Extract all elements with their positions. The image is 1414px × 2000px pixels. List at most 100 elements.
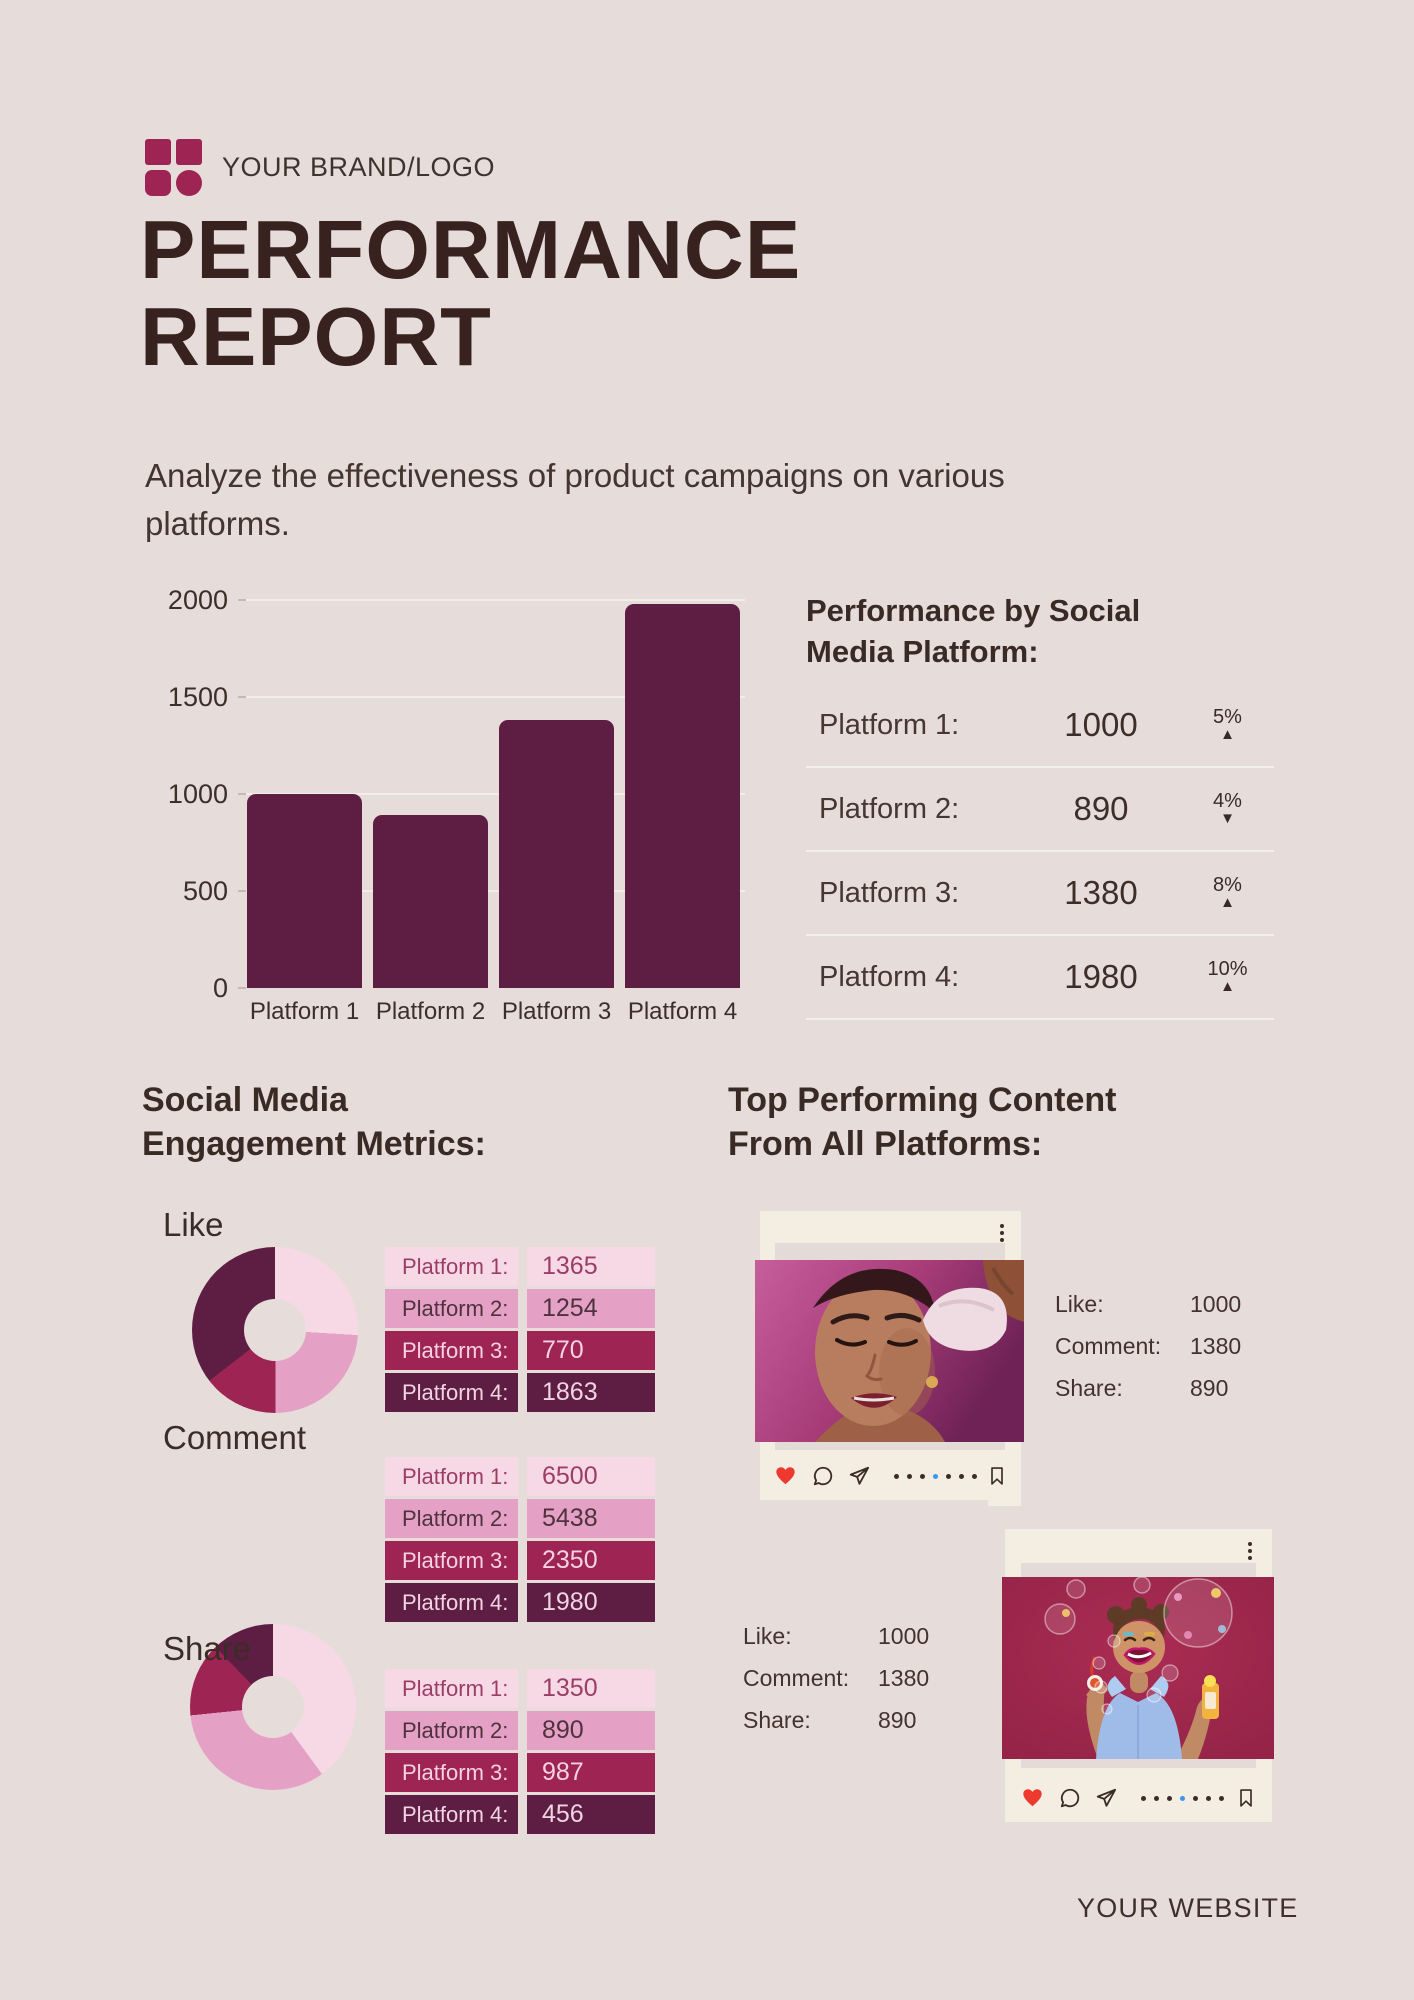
table-row: Platform 3: 1380 8% ▲ [806, 852, 1274, 937]
gridline-2000 [245, 599, 745, 601]
share-table: Platform 1: 1350 Platform 2: 890 Platfor… [385, 1669, 655, 1837]
stat-row: Share: 890 [743, 1708, 929, 1732]
stat-value: 1000 [1190, 1291, 1242, 1317]
table-row: Platform 1: 1350 [385, 1669, 655, 1708]
like-heart-icon[interactable] [1021, 1787, 1044, 1809]
y-axis-label: 2000 [167, 585, 228, 615]
bookmark-icon[interactable] [987, 1465, 1007, 1487]
row-label: Platform 3: [385, 1331, 518, 1370]
trend-up-icon: ▲ [1220, 726, 1235, 744]
post-1-stats: Like: 1000 Comment: 1380 Share: 890 [1055, 1292, 1241, 1418]
stat-value: 1000 [878, 1623, 930, 1649]
page-title: PERFORMANCE REPORT [140, 206, 801, 380]
website-footer: YOUR WEBSITE [1077, 1893, 1299, 1923]
row-label: Platform 2: [385, 1289, 518, 1328]
page-title-line1: PERFORMANCE [140, 203, 802, 296]
stat-row: Share: 890 [1055, 1376, 1241, 1400]
table-row: Platform 4: 1863 [385, 1373, 655, 1412]
metric-label-comment: Comment [163, 1419, 307, 1456]
x-axis-label: Platform 4 [627, 998, 738, 1025]
y-tick [238, 696, 246, 698]
stat-row: Like: 1000 [743, 1624, 929, 1648]
donut-hole [244, 1299, 306, 1361]
row-trend: 10% ▲ [1181, 959, 1274, 995]
row-label: Platform 3: [385, 1541, 518, 1580]
table-row: Platform 4: 456 [385, 1795, 655, 1834]
table-row: Platform 2: 890 4% ▼ [806, 768, 1274, 853]
kebab-menu-icon[interactable] [1000, 1224, 1004, 1242]
stat-row: Like: 1000 [1055, 1292, 1241, 1316]
trend-percent: 10% [1207, 958, 1248, 981]
kebab-menu-icon[interactable] [1248, 1542, 1252, 1560]
row-value: 890 [527, 1711, 655, 1750]
table-row: Platform 2: 5438 [385, 1499, 655, 1538]
page-title-line2: REPORT [140, 290, 492, 384]
trend-percent: 5% [1213, 706, 1242, 729]
stat-label: Like: [743, 1623, 792, 1649]
row-label: Platform 4: [819, 960, 960, 993]
bar-platform-1 [247, 794, 362, 988]
performance-table-heading-line2: Media Platform: [806, 634, 1039, 670]
engagement-heading: Social Media Engagement Metrics: [142, 1078, 582, 1166]
table-row: Platform 3: 987 [385, 1753, 655, 1792]
row-value: 1254 [527, 1289, 655, 1328]
x-axis-label: Platform 1 [249, 998, 360, 1025]
row-label: Platform 2: [819, 792, 960, 825]
stat-value: 1380 [878, 1665, 930, 1691]
row-label: Platform 2: [385, 1499, 518, 1538]
table-row: Platform 3: 2350 [385, 1541, 655, 1580]
bar-chart: 2000 1500 1000 500 0 Platform 1 Platform… [150, 578, 770, 1048]
post-photo-bubbles [1002, 1577, 1274, 1759]
top-content-heading: Top Performing Content From All Platform… [728, 1078, 1248, 1166]
brand-logo-icon [145, 139, 202, 196]
y-tick [238, 599, 246, 601]
bookmark-icon[interactable] [1236, 1787, 1256, 1809]
x-axis-label: Platform 3 [501, 998, 612, 1025]
row-label: Platform 1: [385, 1457, 518, 1496]
post-card-2 [1002, 1529, 1274, 1822]
gridline-1000 [245, 793, 745, 795]
logo-circle [176, 170, 202, 196]
post-actions-bar [774, 1461, 1007, 1491]
row-value: 1365 [527, 1247, 655, 1286]
row-value: 890 [1073, 790, 1129, 828]
comment-icon[interactable] [1059, 1787, 1081, 1809]
performance-table-heading: Performance by Social Media Platform: [806, 590, 1151, 672]
carousel-dots[interactable] [1141, 1795, 1224, 1801]
brand-name: YOUR BRAND/LOGO [222, 152, 496, 182]
row-label: Platform 4: [385, 1373, 518, 1412]
row-value: 770 [527, 1331, 655, 1370]
row-label: Platform 3: [819, 876, 960, 909]
row-label: Platform 3: [385, 1753, 518, 1792]
carousel-dots[interactable] [894, 1473, 977, 1479]
trend-percent: 4% [1213, 790, 1242, 813]
table-row: Platform 2: 1254 [385, 1289, 655, 1328]
trend-percent: 8% [1213, 874, 1242, 897]
x-axis-label: Platform 2 [375, 998, 486, 1025]
row-label: Platform 4: [385, 1795, 518, 1834]
row-value: 1863 [527, 1373, 655, 1412]
y-tick [238, 987, 246, 989]
share-plane-icon[interactable] [1095, 1787, 1117, 1809]
table-row: Platform 1: 1000 5% ▲ [806, 684, 1274, 769]
like-heart-icon[interactable] [774, 1465, 797, 1487]
row-value: 1000 [1064, 706, 1138, 744]
row-label: Platform 2: [385, 1711, 518, 1750]
page-subtitle-line1: Analyze the effectiveness of product cam… [145, 457, 1005, 494]
row-value: 456 [527, 1795, 655, 1834]
stat-label: Comment: [743, 1665, 850, 1691]
card-frame-corner [988, 1486, 1021, 1506]
row-trend: 8% ▲ [1181, 875, 1274, 911]
top-content-heading-line1: Top Performing Content [728, 1081, 1117, 1119]
row-label: Platform 4: [385, 1583, 518, 1622]
logo-square-2 [176, 139, 202, 165]
share-plane-icon[interactable] [848, 1465, 870, 1487]
trend-down-icon: ▼ [1220, 810, 1235, 828]
post-card-1 [755, 1211, 1024, 1500]
table-row: Platform 4: 1980 10% ▲ [806, 936, 1274, 1021]
y-axis-label: 1000 [167, 779, 228, 809]
bar-platform-2 [373, 815, 488, 988]
stat-label: Share: [743, 1707, 811, 1733]
comment-icon[interactable] [812, 1465, 834, 1487]
